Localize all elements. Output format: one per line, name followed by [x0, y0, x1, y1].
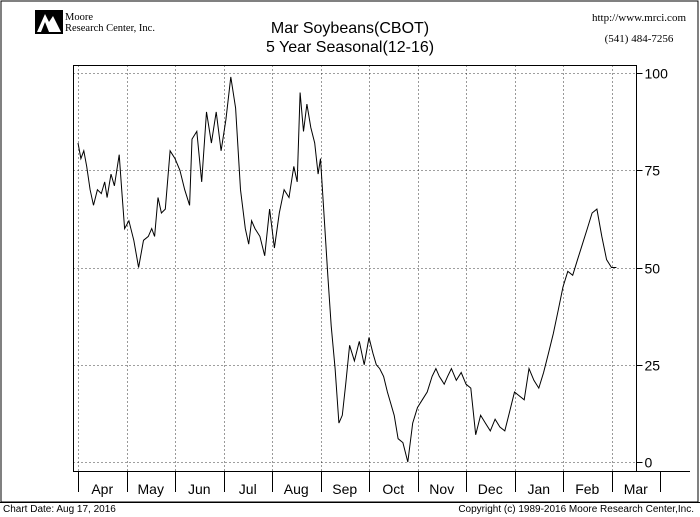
outer-border: [0, 0, 699, 503]
x-month-label: Mar: [624, 481, 648, 497]
copyright-text: Copyright (c) 1989-2016 Moore Research C…: [458, 504, 694, 515]
seasonal-pattern-line: [77, 76, 617, 463]
x-month-label: Nov: [429, 481, 454, 497]
logo-line2: Research Center, Inc.: [65, 23, 155, 34]
website-url[interactable]: http://www.mrci.com: [592, 12, 686, 24]
chart-title: Mar Soybeans(CBOT): [270, 20, 430, 37]
chart-date: Chart Date: Aug 17, 2016: [3, 504, 116, 515]
x-month-label: Sep: [332, 481, 357, 497]
x-month-label: Apr: [91, 481, 113, 497]
grid-lines: [73, 65, 637, 472]
y-axis: 0 25 50 75 100: [636, 66, 669, 471]
y-tick-label: 75: [645, 163, 661, 179]
x-month-label: Aug: [284, 481, 309, 497]
plot-area-border: [73, 65, 637, 472]
phone-number: (541) 484-7256: [604, 33, 674, 45]
chart-subtitle: 5 Year Seasonal(12-16): [265, 39, 435, 56]
company-logo-text: Moore Research Center, Inc.: [65, 12, 155, 34]
mountain-logo-icon: [35, 10, 63, 34]
x-month-label: Oct: [382, 481, 404, 497]
x-month-label: Feb: [575, 481, 599, 497]
y-tick-label: 0: [645, 455, 653, 471]
contact-info: http://www.mrci.com (541) 484-7256: [592, 8, 686, 50]
x-axis: Apr May Jun Jul Aug Sep Oct Nov Dec Jan Feb Mar: [73, 471, 690, 497]
y-tick-label: 50: [645, 261, 661, 277]
y-tick-label: 25: [645, 358, 661, 374]
x-month-label: Jun: [188, 481, 211, 497]
x-month-label: Dec: [478, 481, 503, 497]
x-month-label: Jan: [527, 481, 550, 497]
y-tick-label: 100: [645, 66, 669, 82]
x-month-label: May: [138, 481, 164, 497]
x-month-label: Jul: [239, 481, 257, 497]
chart-titles: Mar Soybeans(CBOT) 5 Year Seasonal(12-16…: [0, 19, 700, 57]
logo-line1: Moore: [65, 12, 93, 23]
